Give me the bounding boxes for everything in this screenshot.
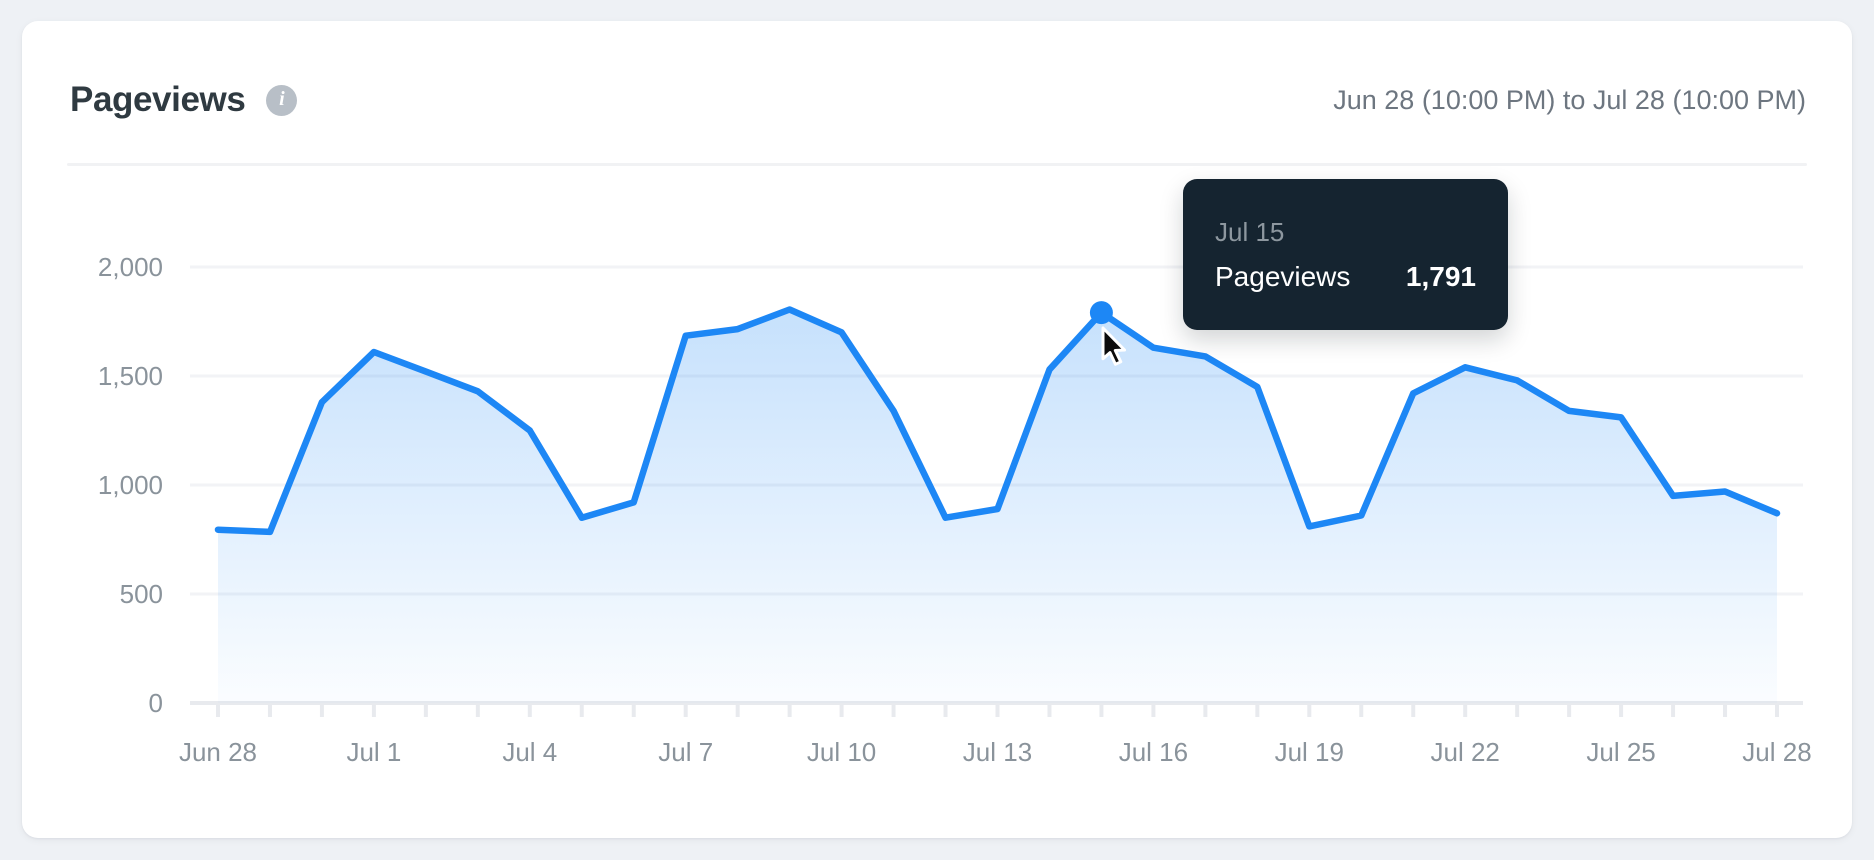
chart-tooltip: Jul 15 Pageviews 1,791 [1183, 179, 1508, 330]
svg-text:0: 0 [149, 688, 163, 718]
svg-text:Jul 7: Jul 7 [658, 737, 713, 767]
svg-text:1,000: 1,000 [98, 470, 163, 500]
area-fill [218, 309, 1777, 703]
trend-line [214, 306, 1781, 536]
highlighted-point[interactable] [1089, 301, 1113, 325]
svg-text:Jul 25: Jul 25 [1586, 737, 1655, 767]
svg-text:Jul 13: Jul 13 [963, 737, 1032, 767]
date-range-label: Jun 28 (10:00 PM) to Jul 28 (10:00 PM) [1333, 84, 1806, 115]
tooltip-date: Jul 15 [1215, 216, 1285, 247]
svg-text:Jul 4: Jul 4 [502, 737, 557, 767]
svg-text:Jul 16: Jul 16 [1119, 737, 1188, 767]
y-axis-labels: 0 500 1,000 1,500 2,000 [98, 252, 163, 718]
pageviews-card: Pageviews i Jun 28 (10:00 PM) to Jul 28 … [22, 21, 1852, 838]
tooltip-series-label: Pageviews [1215, 260, 1351, 292]
svg-text:Jul 19: Jul 19 [1275, 737, 1344, 767]
card-header: Pageviews i Jun 28 (10:00 PM) to Jul 28 … [70, 75, 1806, 125]
svg-text:1,500: 1,500 [98, 361, 163, 391]
svg-text:2,000: 2,000 [98, 252, 163, 282]
page-title: Pageviews [70, 80, 246, 119]
pageviews-chart[interactable]: 0 500 1,000 1,500 2,000 Jun 28 Jul 1 Jul 4 Jul 7… [22, 21, 1852, 838]
svg-text:Jul 1: Jul 1 [346, 737, 401, 767]
header-divider [67, 163, 1807, 166]
x-axis-labels: Jun 28 Jul 1 Jul 4 Jul 7 Jul 10 Jul 13 Jul 16 J… [179, 737, 1812, 767]
svg-text:Jul 10: Jul 10 [807, 737, 876, 767]
svg-text:Jul 22: Jul 22 [1431, 737, 1500, 767]
x-axis-ticks [216, 705, 1779, 717]
pageviews-chart-svg[interactable]: 0 500 1,000 1,500 2,000 Jun 28 Jul 1 Jul 4 Jul 7… [22, 21, 1852, 838]
info-icon[interactable]: i [266, 84, 298, 116]
mouse-cursor-icon [1101, 326, 1127, 366]
svg-text:Jun 28: Jun 28 [179, 737, 257, 767]
svg-text:500: 500 [120, 579, 163, 609]
svg-text:Jul 28: Jul 28 [1742, 737, 1811, 767]
tooltip-value: 1,791 [1405, 260, 1476, 292]
